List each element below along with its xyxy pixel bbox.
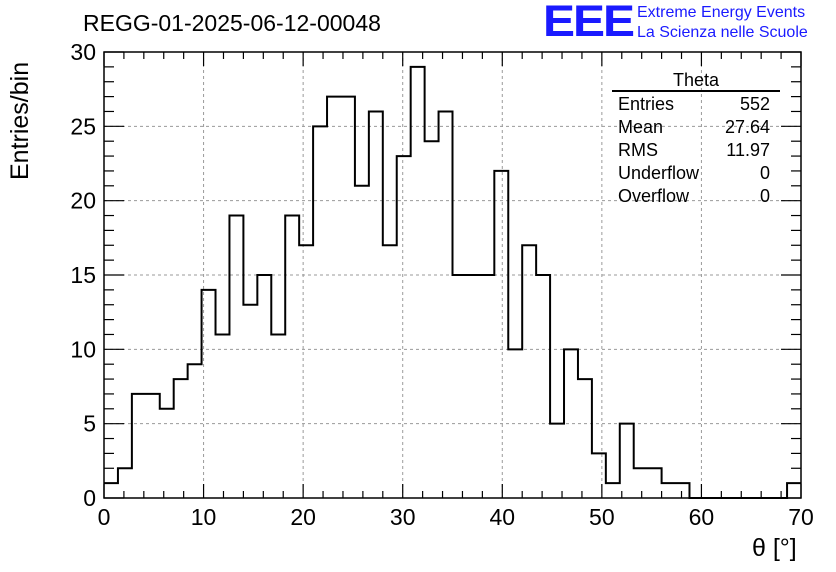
stats-label: Overflow	[618, 186, 690, 206]
stats-row-mean: Mean 27.64	[612, 116, 780, 139]
x-tick-label: 0	[98, 504, 111, 530]
x-tick-label: 20	[290, 504, 316, 530]
y-tick-label: 30	[70, 39, 96, 65]
x-tick-label: 60	[689, 504, 715, 530]
stats-box: Theta Entries 552 Mean 27.64 RMS 11.97 Underfl…	[612, 70, 780, 208]
x-axis-label: θ [°]	[752, 534, 797, 562]
stats-value: 552	[739, 94, 770, 114]
stats-value: 11.97	[726, 140, 770, 160]
eee-logo: EEE	[543, 0, 635, 46]
y-tick-label: 5	[83, 411, 96, 437]
y-tick-label: 0	[83, 485, 96, 511]
x-tick-label: 40	[489, 504, 515, 530]
stats-title: Theta	[612, 70, 780, 92]
stats-label: Entries	[618, 94, 675, 114]
tick-labels: 0 10 20 30 40 50 60 70 0 5 10 15 20 25 30	[70, 39, 813, 530]
logo-line-2: La Scienza nelle Scuole	[637, 24, 808, 41]
y-axis-label: Entries/bin	[6, 61, 34, 180]
stats-value: 0	[759, 186, 770, 206]
x-tick-label: 30	[390, 504, 416, 530]
stats-value: 0	[759, 163, 770, 183]
stats-row-overflow: Overflow 0	[612, 185, 780, 208]
stats-label: Mean	[618, 117, 664, 137]
stats-row-entries: Entries 552	[612, 93, 780, 116]
stats-row-rms: RMS 11.97	[612, 139, 780, 162]
stats-value: 27.64	[724, 117, 770, 137]
plot-frame	[103, 51, 802, 499]
histogram-line	[104, 65, 801, 499]
y-tick-label: 20	[70, 188, 96, 214]
stats-row-underflow: Underflow 0	[612, 162, 780, 185]
y-tick-label: 10	[70, 336, 96, 362]
x-tick-label: 50	[589, 504, 615, 530]
y-tick-label: 15	[70, 262, 96, 288]
stats-label: RMS	[618, 140, 658, 160]
chart-title: REGG-01-2025-06-12-00048	[83, 10, 381, 36]
logo-line-1: Extreme Energy Events	[637, 4, 806, 21]
x-tick-label: 10	[191, 504, 217, 530]
x-tick-label: 70	[788, 504, 814, 530]
y-tick-label: 25	[70, 113, 96, 139]
stats-label: Underflow	[618, 163, 700, 183]
